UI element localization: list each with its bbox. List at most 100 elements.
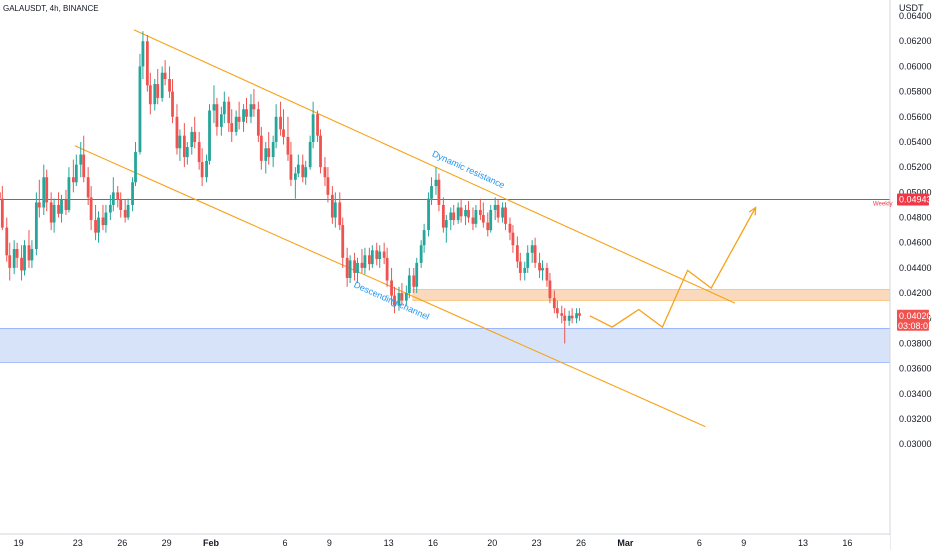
- candle-body: [0, 192, 1, 199]
- bar-countdown-label: 03:08:01: [898, 321, 932, 331]
- candle-body: [412, 275, 416, 287]
- candle-body: [459, 207, 463, 217]
- candle-body: [382, 251, 386, 258]
- candle-body: [141, 41, 145, 67]
- candle-body: [200, 162, 204, 178]
- candle-body: [138, 66, 142, 153]
- candle-body: [49, 202, 53, 223]
- demand-zone: [0, 328, 890, 363]
- candle-body: [60, 199, 63, 214]
- candle-body: [274, 116, 278, 142]
- candle-body: [0, 198, 4, 228]
- candle-body: [400, 293, 404, 301]
- candle-body: [385, 257, 389, 281]
- supply-zone: [412, 289, 890, 301]
- candle-body: [249, 104, 253, 117]
- candle-body: [12, 249, 16, 268]
- candle-body: [530, 245, 534, 253]
- dynamic-resistance-line: [133, 29, 736, 304]
- candle-body: [193, 131, 197, 142]
- candle-body: [86, 177, 90, 198]
- candle-body: [308, 141, 312, 168]
- candle-body: [341, 225, 345, 258]
- candle-body: [256, 109, 260, 136]
- time-tick-label: 9: [327, 538, 332, 548]
- candle-body: [367, 255, 371, 265]
- candle-body: [526, 252, 530, 268]
- candle-body: [5, 227, 9, 256]
- candle-body: [493, 204, 497, 210]
- candle-body: [252, 104, 256, 110]
- candle-body: [145, 41, 149, 86]
- time-tick-label: 20: [487, 538, 497, 548]
- time-tick-label: Mar: [617, 538, 634, 548]
- candle-body: [545, 267, 549, 281]
- candle-body: [304, 167, 308, 178]
- time-tick-label: 19: [14, 538, 24, 548]
- candle-body: [449, 212, 453, 221]
- time-axis-panel[interactable]: [0, 535, 890, 550]
- candle-body: [345, 257, 349, 278]
- candle-body: [452, 212, 456, 221]
- candle-body: [190, 131, 194, 148]
- candle-body: [67, 177, 71, 210]
- candle-body: [323, 167, 327, 178]
- candle-body: [330, 194, 334, 218]
- candle-body: [219, 114, 223, 127]
- candle-body: [430, 186, 433, 199]
- candle-body: [370, 250, 374, 265]
- candle-body: [175, 116, 179, 149]
- candle-body: [234, 116, 238, 132]
- candle-body: [570, 315, 574, 319]
- candle-body: [296, 164, 300, 174]
- candle-body: [289, 154, 293, 180]
- candle-body: [182, 135, 186, 158]
- candle-body: [286, 136, 290, 155]
- price-axis-panel[interactable]: [890, 0, 932, 550]
- candle-body: [444, 220, 448, 228]
- candle-body: [97, 217, 100, 233]
- candle-body: [259, 135, 263, 161]
- candle-body: [212, 104, 216, 111]
- candle-body: [42, 177, 46, 208]
- time-tick-label: 29: [162, 538, 172, 548]
- candle-body: [422, 230, 426, 246]
- candle-body: [264, 148, 268, 161]
- candle-body: [271, 141, 275, 158]
- time-tick-label: 6: [282, 538, 287, 548]
- price-tick-label: 0.06200: [899, 36, 932, 46]
- candle-body: [511, 232, 515, 246]
- candle-body: [57, 204, 60, 214]
- candle-body: [333, 202, 337, 218]
- candle-body: [230, 123, 234, 132]
- price-tick-label: 0.04600: [899, 238, 932, 248]
- projection-layer: [589, 206, 757, 329]
- descending-channel-line: [74, 145, 706, 428]
- candle-body: [267, 148, 271, 158]
- price-tick-label: 0.03400: [899, 389, 932, 399]
- candle-body: [108, 204, 112, 213]
- candle-body: [560, 313, 564, 316]
- time-tick-label: 16: [428, 538, 438, 548]
- time-tick-label: 13: [384, 538, 394, 548]
- candle-body: [578, 313, 581, 316]
- time-tick-label: Feb: [203, 538, 220, 548]
- candle-body: [197, 141, 201, 163]
- candle-body: [82, 154, 86, 178]
- candle-body: [8, 255, 12, 268]
- candle-body: [508, 223, 512, 233]
- candle-body: [208, 110, 211, 161]
- weekly-line-name: Weekly: [873, 202, 893, 208]
- candle-body: [316, 114, 319, 136]
- weekly-tag-label: 0.04943: [899, 195, 932, 205]
- candle-body: [237, 116, 241, 122]
- candle-body: [222, 101, 226, 115]
- candle-body: [45, 177, 49, 203]
- zones-layer: [0, 289, 890, 363]
- candle-body: [71, 177, 75, 183]
- candle-body: [501, 207, 504, 218]
- candle-body: [319, 135, 322, 168]
- candle-body: [134, 152, 137, 183]
- candle-body: [116, 192, 120, 200]
